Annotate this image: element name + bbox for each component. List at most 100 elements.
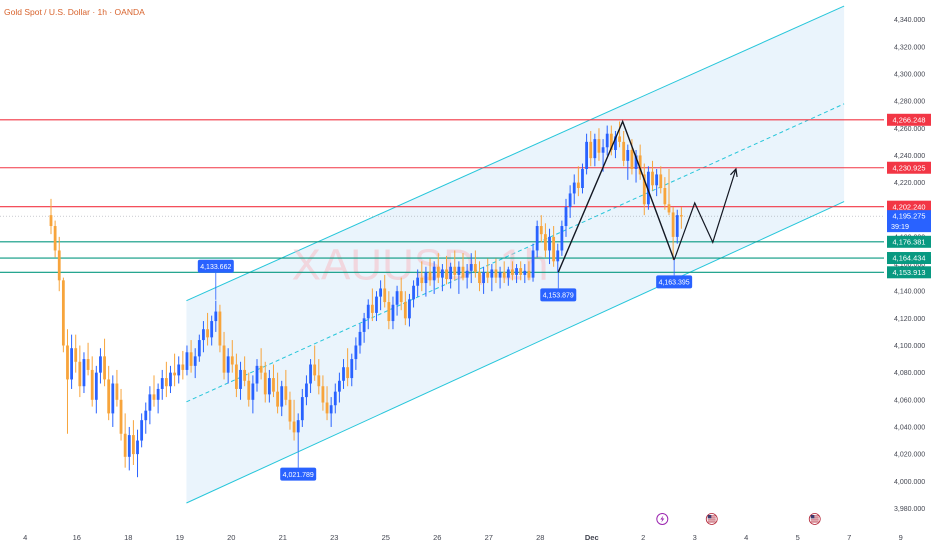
- candle-body[interactable]: [144, 410, 148, 421]
- candle-body[interactable]: [412, 285, 415, 300]
- candle-body[interactable]: [651, 171, 654, 186]
- candle-body[interactable]: [292, 421, 296, 433]
- candle-body[interactable]: [152, 394, 156, 400]
- candle-body[interactable]: [90, 369, 94, 400]
- candle-body[interactable]: [321, 386, 325, 403]
- candle-body[interactable]: [395, 291, 399, 305]
- candle-body[interactable]: [259, 365, 263, 373]
- candle-body[interactable]: [164, 378, 168, 387]
- candle-body[interactable]: [679, 215, 683, 217]
- candle-body[interactable]: [132, 435, 135, 455]
- candle-body[interactable]: [362, 318, 366, 332]
- candle-body[interactable]: [300, 397, 304, 421]
- level-price-badge[interactable]: [887, 161, 931, 174]
- candle-body[interactable]: [531, 250, 535, 278]
- candle-body[interactable]: [333, 391, 337, 406]
- candle-body[interactable]: [469, 264, 473, 271]
- candle-body[interactable]: [420, 277, 424, 284]
- channel-midline[interactable]: [186, 103, 845, 403]
- candle-body[interactable]: [57, 250, 61, 281]
- candle-body[interactable]: [445, 269, 448, 279]
- candle-body[interactable]: [309, 364, 312, 384]
- candle-body[interactable]: [338, 380, 341, 392]
- candle-body[interactable]: [123, 433, 127, 457]
- candle-body[interactable]: [416, 277, 420, 286]
- candle-body[interactable]: [185, 352, 189, 370]
- zigzag-pattern-line[interactable]: [557, 119, 675, 273]
- candle-body[interactable]: [317, 375, 321, 387]
- candle-body[interactable]: [239, 369, 242, 389]
- candle-body[interactable]: [197, 340, 201, 357]
- candle-body[interactable]: [494, 269, 498, 278]
- channel-upper-line[interactable]: [186, 5, 845, 302]
- candle-body[interactable]: [358, 331, 362, 346]
- candle-body[interactable]: [70, 348, 73, 380]
- candle-body[interactable]: [206, 329, 209, 338]
- candle-body[interactable]: [408, 299, 411, 319]
- candle-body[interactable]: [589, 141, 593, 159]
- candle-body[interactable]: [276, 391, 279, 407]
- candle-body[interactable]: [614, 136, 617, 150]
- candle-body[interactable]: [53, 226, 57, 251]
- candle-body[interactable]: [490, 269, 494, 278]
- candle-body[interactable]: [432, 266, 436, 281]
- candle-body[interactable]: [642, 174, 646, 205]
- candle-body[interactable]: [202, 329, 205, 341]
- candle-body[interactable]: [441, 269, 444, 278]
- candle-body[interactable]: [630, 149, 634, 169]
- candle-body[interactable]: [235, 364, 238, 389]
- candle-body[interactable]: [453, 266, 457, 275]
- candle-body[interactable]: [383, 288, 387, 303]
- candle-body[interactable]: [346, 367, 350, 379]
- candle-body[interactable]: [403, 302, 407, 319]
- candle-body[interactable]: [548, 236, 551, 251]
- price-callout-badge[interactable]: [197, 259, 234, 273]
- candle-body[interactable]: [305, 383, 308, 398]
- candle-body[interactable]: [626, 149, 630, 161]
- candle-body[interactable]: [457, 266, 461, 275]
- candle-body[interactable]: [267, 378, 271, 395]
- candle-body[interactable]: [127, 435, 131, 457]
- candle-body[interactable]: [593, 139, 597, 159]
- candle-body[interactable]: [82, 359, 86, 387]
- candle-body[interactable]: [605, 133, 609, 148]
- candle-body[interactable]: [581, 168, 584, 189]
- candle-body[interactable]: [478, 272, 481, 284]
- candle-body[interactable]: [329, 405, 333, 414]
- candle-body[interactable]: [193, 356, 197, 366]
- candle-body[interactable]: [255, 365, 259, 384]
- candle-body[interactable]: [189, 352, 193, 366]
- candle-body[interactable]: [247, 380, 251, 400]
- candle-body[interactable]: [296, 420, 300, 433]
- candle-body[interactable]: [601, 147, 605, 153]
- candle-body[interactable]: [638, 155, 642, 175]
- candle-body[interactable]: [597, 139, 601, 153]
- candle-body[interactable]: [556, 250, 560, 262]
- candle-body[interactable]: [399, 291, 403, 303]
- candle-body[interactable]: [251, 383, 255, 400]
- candle-body[interactable]: [243, 369, 247, 381]
- candle-body[interactable]: [61, 280, 65, 346]
- candle-body[interactable]: [148, 394, 152, 411]
- candle-body[interactable]: [482, 272, 485, 284]
- projection-path[interactable]: [673, 168, 737, 261]
- candle-body[interactable]: [156, 388, 160, 400]
- candle-body[interactable]: [391, 304, 395, 322]
- candle-body[interactable]: [502, 272, 506, 278]
- candle-body[interactable]: [655, 174, 659, 186]
- candle-body[interactable]: [313, 364, 317, 376]
- candle-body[interactable]: [379, 288, 382, 297]
- candle-body[interactable]: [99, 356, 102, 373]
- price-callout-badge[interactable]: [280, 467, 317, 481]
- candle-body[interactable]: [366, 304, 370, 319]
- candle-body[interactable]: [115, 383, 119, 400]
- candle-body[interactable]: [511, 269, 514, 275]
- candle-body[interactable]: [560, 226, 564, 251]
- candle-body[interactable]: [169, 372, 172, 387]
- candle-body[interactable]: [675, 215, 679, 237]
- candle-body[interactable]: [436, 266, 440, 278]
- candle-body[interactable]: [94, 372, 98, 400]
- candle-body[interactable]: [634, 155, 638, 169]
